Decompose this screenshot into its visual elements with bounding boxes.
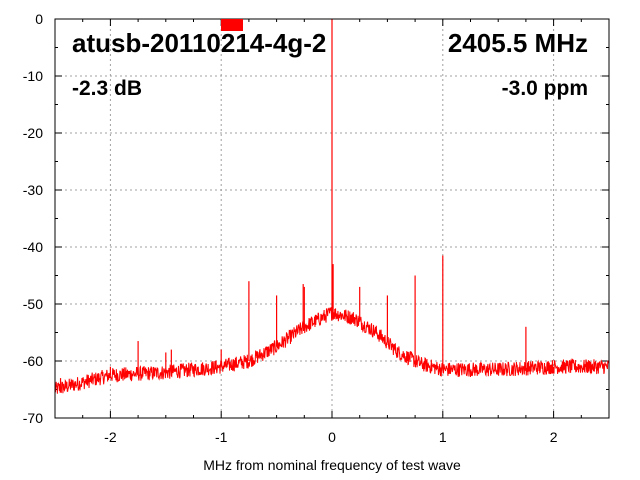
x-tick-label: -2 (104, 429, 117, 445)
y-tick-label: -60 (23, 353, 43, 369)
x-tick-label: 1 (439, 429, 447, 445)
x-tick-label: 0 (328, 429, 336, 445)
y-tick-label: -40 (23, 239, 43, 255)
y-tick-label: -70 (23, 410, 43, 426)
frequency-readout: 2405.5 MHz (448, 28, 588, 58)
y-tick-label: 0 (35, 11, 43, 27)
plot-frame (54, 18, 610, 419)
y-tick-label: -20 (23, 125, 43, 141)
series-layer (54, 19, 610, 394)
x-axis-label: MHz from nominal frequency of test wave (203, 457, 461, 473)
peak-marker (221, 19, 243, 31)
offset-readout: -3.0 ppm (502, 77, 588, 100)
device-name: atusb-20110214-4g-2 (72, 28, 326, 58)
x-tick-labels: -2 -1 0 1 2 (104, 429, 558, 445)
y-tick-labels: 0 -10 -20 -30 -40 -50 -60 -70 (23, 11, 43, 426)
y-tick-label: -50 (23, 296, 43, 312)
y-tick-label: -10 (23, 68, 43, 84)
x-tick-label: 2 (550, 429, 558, 445)
y-tick-label: -30 (23, 182, 43, 198)
x-tick-label: -1 (215, 429, 228, 445)
noise-floor-trace (54, 307, 610, 394)
level-readout: -2.3 dB (72, 77, 142, 100)
